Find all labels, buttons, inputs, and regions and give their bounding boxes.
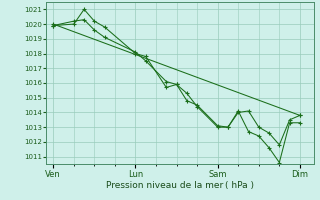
X-axis label: Pression niveau de la mer ( hPa ): Pression niveau de la mer ( hPa ) [106,181,254,190]
